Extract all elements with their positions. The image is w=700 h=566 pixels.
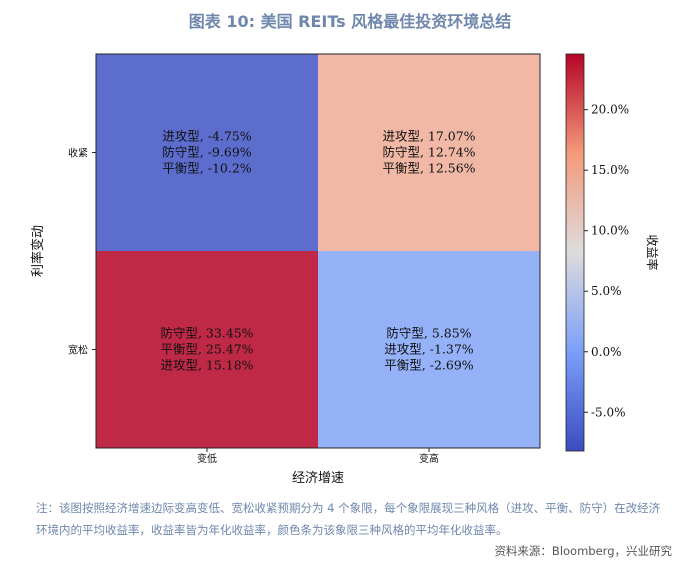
colorbar-label: 收益率 (645, 234, 660, 270)
cell-label: 防守型, 33.45% (160, 326, 253, 341)
chart-title: 图表 10: 美国 REITs 风格最佳投资环境总结 (188, 12, 512, 31)
colorbar-tick-label: 0.0% (591, 345, 622, 359)
colorbar-tick-label: 5.0% (591, 284, 622, 298)
cell-label: 防守型, 5.85% (386, 326, 471, 341)
colorbar-tick-label: -5.0% (591, 405, 626, 419)
y-tick-label: 收紧 (68, 147, 88, 160)
colorbar (565, 53, 585, 452)
heatmap-cell (318, 251, 540, 448)
cell-label: 防守型, -9.69% (162, 145, 252, 160)
cell-label: 平衡型, 25.47% (160, 342, 253, 357)
heatmap-cell (96, 251, 318, 448)
x-tick-label: 变低 (197, 452, 217, 465)
cell-label: 进攻型, 17.07% (382, 129, 475, 144)
colorbar-tick-label: 15.0% (591, 163, 629, 177)
cell-label: 平衡型, -10.2% (162, 161, 252, 176)
cell-label: 进攻型, -1.37% (384, 342, 474, 357)
cell-label: 进攻型, 15.18% (160, 358, 253, 373)
cell-label: 平衡型, -2.69% (384, 358, 474, 373)
colorbar-tick-label: 20.0% (591, 103, 629, 117)
y-axis-label: 利率变动 (30, 225, 46, 277)
x-axis-label: 经济增速 (292, 471, 344, 486)
source-credit: 资料来源：Bloomberg，兴业研究 (494, 544, 672, 558)
plot-frame (95, 53, 541, 449)
cell-label: 平衡型, 12.56% (382, 161, 475, 176)
x-tick-label: 变高 (419, 452, 439, 465)
heatmap-cell (318, 54, 540, 251)
heatmap-cell (96, 54, 318, 251)
y-tick-label: 宽松 (68, 344, 88, 357)
colorbar-tick-label: 10.0% (591, 224, 629, 238)
cell-label: 防守型, 12.74% (382, 145, 475, 160)
footnote: 注：该图按照经济增速边际变高变低、宽松收紧预期分为 4 个象限，每个象限展现三种… (36, 501, 661, 537)
cell-label: 进攻型, -4.75% (162, 129, 252, 144)
